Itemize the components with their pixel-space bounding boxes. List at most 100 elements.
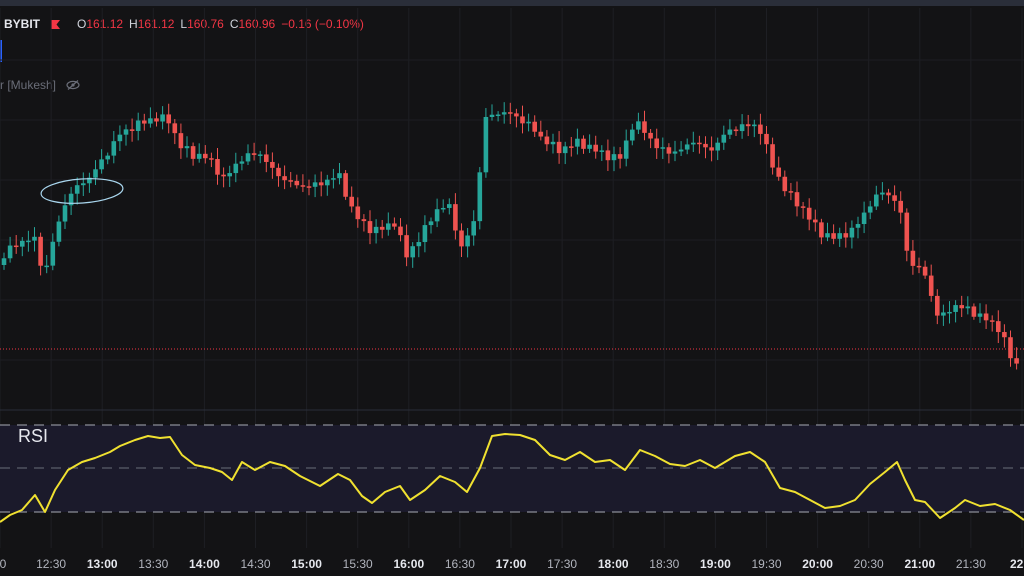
candle-down [367, 221, 373, 234]
candle-up [160, 114, 165, 122]
candle-up [465, 235, 470, 247]
candle-up [245, 153, 251, 162]
candle-up [50, 241, 56, 266]
time-tick-label: 14:30 [240, 557, 270, 571]
candle-down [819, 222, 824, 238]
candle-down [453, 204, 458, 231]
candle-up [855, 224, 861, 228]
candle-down [843, 233, 849, 238]
candle-down [642, 121, 647, 133]
candle-down [776, 167, 781, 177]
rsi-line [0, 433, 1024, 523]
high-value: 161.12 [137, 17, 175, 31]
time-tick-label: 19:30 [751, 557, 781, 571]
sidebar-tab-indicator[interactable] [0, 40, 2, 62]
candle-up [941, 312, 946, 316]
time-tick-label: 17:00 [496, 557, 527, 571]
candle-up [239, 161, 245, 164]
candle-down [392, 223, 397, 227]
candle-up [62, 205, 68, 222]
candle-up [44, 265, 49, 268]
flag-icon[interactable] [50, 19, 61, 30]
candle-down [404, 235, 409, 258]
time-axis: 0 12:30 13:00 13:30 14:00 14:30 15:00 15:30 16:0… [0, 557, 1024, 571]
candle-down [703, 143, 708, 148]
candle-up [410, 246, 415, 258]
candle-down [654, 138, 659, 149]
close-label: C [229, 17, 239, 31]
candle-down [831, 233, 836, 239]
candle-down [282, 176, 287, 181]
candle-down [508, 112, 513, 114]
open-value: 161.12 [86, 17, 124, 31]
indicator-row: r [Mukesh] [0, 78, 80, 92]
candle-down [764, 133, 769, 145]
candle-down [166, 114, 171, 124]
candle-down [13, 245, 19, 248]
candle-up [678, 149, 684, 152]
candle-down [745, 124, 751, 127]
candle-down [996, 321, 1001, 333]
candle-down [800, 206, 806, 208]
candle-down [794, 192, 800, 207]
candle-up [331, 178, 336, 180]
candle-down [1008, 337, 1013, 359]
drawing-ellipse[interactable] [40, 176, 124, 206]
time-tick-label: 19:00 [700, 557, 731, 571]
candle-down [709, 147, 714, 151]
symbol-name[interactable]: BYBIT [4, 17, 40, 31]
candle-down [1002, 332, 1007, 338]
candle-up [691, 142, 696, 145]
candle-down [813, 219, 818, 223]
candle-down [666, 147, 672, 154]
candle-up [684, 144, 690, 150]
low-value: 160.76 [187, 17, 224, 31]
candle-up [483, 116, 489, 173]
candle-up [373, 226, 379, 234]
time-tick-label: 20:30 [854, 557, 884, 571]
candle-up [495, 114, 501, 117]
candle-down [697, 142, 702, 145]
candle-up [93, 169, 98, 178]
candle-up [721, 134, 727, 143]
candle-up [447, 204, 452, 208]
candle-up [825, 233, 830, 238]
candle-up [752, 124, 757, 127]
candle-up [56, 221, 62, 242]
candle-up [325, 179, 330, 186]
candle-up [880, 192, 885, 195]
candle-down [129, 129, 135, 131]
candle-down [172, 123, 178, 134]
indicator-name[interactable]: r [Mukesh] [0, 78, 57, 92]
candles-layer [1, 102, 1019, 370]
candle-up [87, 177, 92, 184]
candle-up [20, 240, 25, 247]
candle-down [898, 200, 903, 213]
eye-off-icon[interactable] [66, 80, 80, 90]
candle-down [306, 186, 312, 188]
candle-up [953, 305, 958, 312]
candle-up [123, 129, 129, 135]
candle-up [575, 138, 580, 147]
candle-up [233, 163, 239, 174]
candle-down [935, 295, 940, 316]
candle-up [416, 242, 422, 247]
candle-down [581, 138, 586, 149]
candle-up [861, 212, 867, 225]
candle-down [379, 226, 385, 230]
candle-down [270, 161, 275, 168]
time-tick-label: 16:30 [445, 557, 475, 571]
candle-up [117, 134, 123, 142]
candle-down [318, 182, 324, 186]
candle-down [904, 212, 910, 251]
candle-down [544, 136, 550, 145]
candle-down [300, 185, 306, 187]
time-tick-label: 18:00 [598, 557, 629, 571]
candle-up [526, 121, 531, 124]
open-label: O [77, 17, 87, 31]
candle-down [221, 174, 226, 177]
candle-up [947, 311, 952, 314]
candle-down [983, 313, 989, 321]
top-border [0, 0, 1024, 6]
